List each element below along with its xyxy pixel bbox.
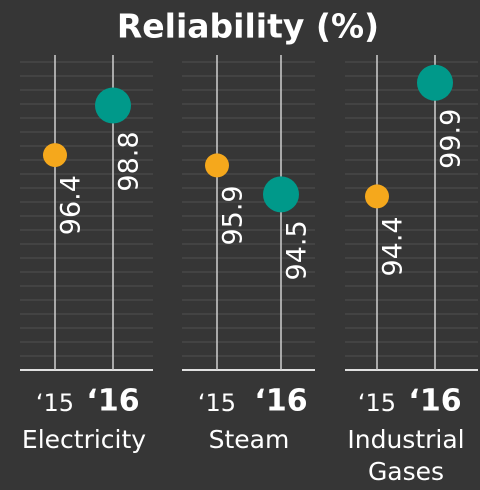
dot (205, 153, 229, 178)
series-label: ‘16 (254, 384, 307, 419)
category-label: Steam (208, 425, 290, 454)
value-label: 94.4 (378, 216, 409, 276)
value-label: 99.9 (436, 109, 467, 169)
dot (43, 143, 67, 168)
category-label: Industrial Gases (347, 425, 465, 486)
value-label: 96.4 (56, 175, 87, 235)
category-label: Electricity (21, 425, 147, 454)
value-label: 98.8 (114, 131, 145, 191)
series-label: ‘15 (358, 389, 396, 417)
series-label: ‘15 (198, 389, 236, 417)
series-label: ‘16 (86, 384, 139, 419)
series-label: ‘15 (36, 389, 74, 417)
dot (263, 176, 299, 213)
dot (95, 87, 131, 124)
value-label: 94.5 (282, 220, 313, 280)
series-label: ‘16 (408, 384, 461, 419)
dot (417, 64, 453, 101)
value-label: 95.9 (218, 185, 249, 245)
dot (365, 184, 389, 209)
chart-title: Reliability (%) (117, 7, 379, 46)
